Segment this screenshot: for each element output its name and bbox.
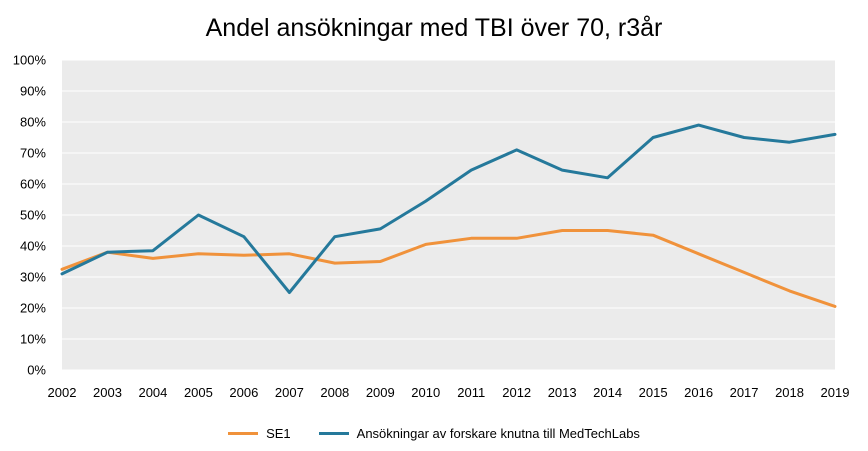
x-axis-ticks: 2002 2003 2004 2005 2006 2007 2008 2009 2010 2011…: [48, 385, 850, 400]
y-tick-label: 40%: [20, 239, 46, 254]
x-tick-label: 2012: [502, 385, 531, 400]
x-tick-label: 2005: [184, 385, 213, 400]
legend-item-2: Ansökningar av forskare knutna till MedT…: [318, 426, 640, 441]
x-tick-label: 2015: [639, 385, 668, 400]
series-lines: [60, 123, 837, 308]
x-tick-label: 2019: [821, 385, 850, 400]
y-tick-label: 80%: [20, 115, 46, 130]
y-tick-label: 0%: [27, 363, 46, 378]
x-tick-label: 2008: [320, 385, 349, 400]
y-tick-label: 20%: [20, 301, 46, 316]
x-tick-label: 2007: [275, 385, 304, 400]
y-tick-label: 70%: [20, 146, 46, 161]
legend-label: SE1: [266, 426, 291, 441]
x-tick-label: 2016: [684, 385, 713, 400]
y-tick-label: 50%: [20, 208, 46, 223]
series-line-1: [60, 229, 837, 308]
x-tick-label: 2011: [457, 385, 485, 400]
legend-swatch: [228, 432, 259, 435]
x-tick-label: 2018: [775, 385, 804, 400]
y-tick-label: 10%: [20, 332, 46, 347]
x-tick-label: 2002: [48, 385, 77, 400]
x-tick-label: 2017: [730, 385, 759, 400]
legend-item-1: SE1: [228, 426, 291, 441]
y-tick-label: 90%: [20, 84, 46, 99]
x-tick-label: 2013: [548, 385, 577, 400]
y-tick-label: 30%: [20, 270, 46, 285]
y-axis-ticks: 0% 10% 20% 30% 40% 50% 60% 70% 80% 90% 100%: [13, 53, 47, 378]
legend-swatch: [318, 432, 349, 435]
y-tick-label: 60%: [20, 177, 46, 192]
x-tick-label: 2006: [229, 385, 258, 400]
series-line-2: [60, 123, 837, 294]
y-tick-label: 100%: [13, 53, 47, 68]
x-tick-label: 2014: [593, 385, 622, 400]
legend-label: Ansökningar av forskare knutna till MedT…: [356, 426, 640, 441]
x-tick-label: 2003: [93, 385, 122, 400]
x-tick-label: 2009: [366, 385, 395, 400]
x-tick-label: 2010: [411, 385, 440, 400]
legend: SE1 Ansökningar av forskare knutna till M…: [0, 426, 868, 441]
x-tick-label: 2004: [138, 385, 167, 400]
chart-title: Andel ansökningar med TBI över 70, r3år: [205, 14, 663, 42]
